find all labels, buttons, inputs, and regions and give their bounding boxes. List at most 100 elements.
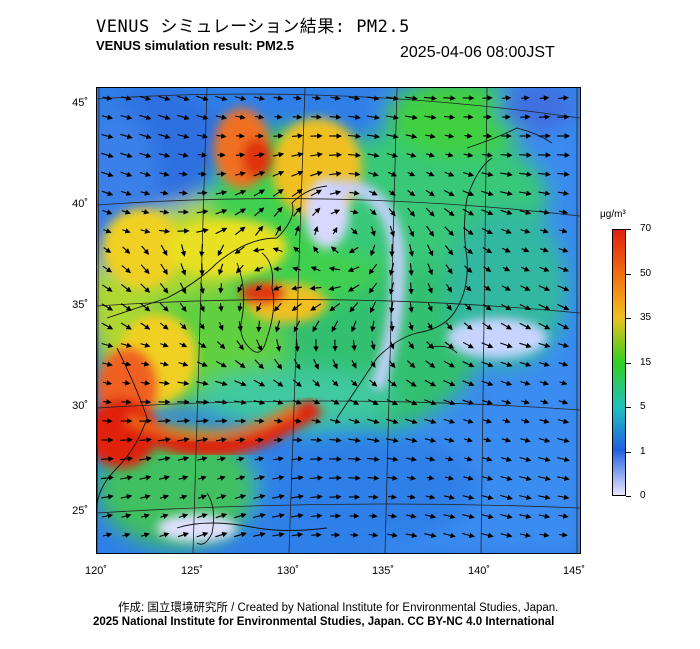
wind-arrow-icon bbox=[539, 380, 550, 386]
wind-arrow-icon bbox=[158, 418, 171, 424]
wind-arrow-icon bbox=[519, 494, 532, 501]
wind-arrow-icon bbox=[312, 207, 321, 216]
wind-arrow-icon bbox=[102, 361, 113, 367]
wind-arrow-icon bbox=[291, 456, 304, 462]
wind-arrow-icon bbox=[425, 494, 436, 500]
wind-arrow-icon bbox=[370, 340, 376, 351]
wind-arrow-icon bbox=[139, 475, 152, 481]
wind-arrow-icon bbox=[292, 379, 302, 387]
wind-arrow-icon bbox=[103, 247, 112, 254]
wind-arrow-icon bbox=[197, 152, 208, 158]
wind-arrow-icon bbox=[159, 171, 170, 177]
wind-arrow-icon bbox=[141, 209, 150, 215]
wind-arrow-icon bbox=[215, 114, 228, 120]
wind-arrow-icon bbox=[120, 475, 133, 481]
wind-arrow-icon bbox=[520, 380, 531, 386]
wind-arrow-icon bbox=[387, 171, 398, 177]
wind-arrow-icon bbox=[180, 263, 187, 276]
wind-arrow-icon bbox=[329, 171, 342, 177]
colorbar-unit: μg/m³ bbox=[600, 209, 626, 220]
wind-arrow-icon bbox=[406, 456, 417, 462]
wind-arrow-icon bbox=[121, 513, 132, 519]
wind-arrow-icon bbox=[101, 342, 114, 348]
wind-arrow-icon bbox=[463, 475, 474, 481]
wind-arrow-icon bbox=[519, 190, 532, 196]
wind-arrow-icon bbox=[408, 263, 414, 276]
wind-arrow-icon bbox=[196, 95, 209, 102]
wind-arrow-icon bbox=[291, 285, 302, 291]
wind-arrow-icon bbox=[101, 284, 113, 292]
wind-arrow-icon bbox=[462, 494, 475, 500]
wind-arrow-icon bbox=[405, 133, 418, 139]
wind-arrow-icon bbox=[370, 244, 376, 257]
wind-arrow-icon bbox=[539, 532, 550, 538]
wind-arrow-icon bbox=[309, 285, 322, 291]
wind-arrow-icon bbox=[160, 342, 169, 348]
coastlines bbox=[97, 127, 553, 545]
wind-arrow-icon bbox=[215, 208, 228, 215]
wind-arrow-icon bbox=[462, 171, 475, 177]
wind-arrow-icon bbox=[272, 188, 284, 197]
wind-arrow-icon bbox=[482, 322, 493, 330]
wind-arrow-icon bbox=[501, 247, 511, 253]
wind-arrow-icon bbox=[463, 246, 474, 255]
wind-arrow-icon bbox=[102, 532, 113, 538]
wind-arrow-icon bbox=[215, 360, 227, 368]
wind-arrow-icon bbox=[558, 399, 569, 405]
wind-arrow-icon bbox=[215, 380, 228, 387]
latitude-label-45: 45˚ bbox=[72, 97, 88, 109]
wind-arrow-icon bbox=[179, 190, 188, 196]
wind-arrow-icon bbox=[120, 322, 132, 330]
wind-arrow-icon bbox=[120, 494, 133, 500]
wind-arrow-icon bbox=[198, 475, 207, 481]
colorbar-tick-mark bbox=[626, 496, 631, 497]
wind-arrow-icon bbox=[463, 152, 474, 158]
wind-arrow-icon bbox=[253, 494, 266, 500]
wind-arrow-icon bbox=[332, 359, 338, 370]
wind-arrow-icon bbox=[444, 475, 455, 481]
wind-arrow-icon bbox=[310, 437, 323, 443]
wind-arrow-icon bbox=[426, 171, 435, 177]
wind-arrow-icon bbox=[424, 437, 437, 443]
wind-arrow-icon bbox=[218, 263, 224, 276]
wind-arrow-icon bbox=[443, 95, 456, 101]
wind-arrow-icon bbox=[177, 95, 190, 102]
wind-arrow-icon bbox=[215, 227, 228, 235]
latitude-label-35: 35˚ bbox=[72, 299, 88, 311]
wind-arrow-icon bbox=[367, 418, 380, 425]
map-title-english: VENUS simulation result: PM2.5 bbox=[96, 38, 294, 53]
wind-arrow-icon bbox=[424, 399, 437, 406]
wind-arrow-icon bbox=[538, 456, 551, 463]
wind-arrow-icon bbox=[538, 475, 551, 482]
wind-arrow-icon bbox=[253, 512, 266, 519]
wind-arrow-icon bbox=[256, 320, 262, 333]
wind-arrow-icon bbox=[253, 475, 266, 481]
wind-arrow-icon bbox=[424, 114, 437, 120]
wind-arrow-icon bbox=[370, 320, 376, 333]
wind-arrow-icon bbox=[313, 359, 319, 370]
wind-arrow-icon bbox=[368, 494, 379, 500]
wind-arrow-icon bbox=[405, 114, 418, 120]
wind-arrow-icon bbox=[331, 380, 339, 387]
wind-arrow-icon bbox=[272, 532, 285, 538]
wind-arrow-icon bbox=[122, 228, 131, 234]
wind-arrow-icon bbox=[464, 456, 473, 462]
wind-arrow-icon bbox=[408, 244, 415, 257]
wind-arrow-icon bbox=[234, 494, 247, 500]
wind-arrow-icon bbox=[557, 456, 570, 463]
wind-arrow-icon bbox=[139, 437, 152, 443]
wind-arrow-icon bbox=[140, 283, 151, 293]
wind-arrow-icon bbox=[482, 418, 493, 424]
wind-arrow-icon bbox=[519, 532, 531, 538]
wind-arrow-icon bbox=[234, 246, 245, 254]
wind-arrow-icon bbox=[101, 456, 114, 462]
wind-arrow-icon bbox=[481, 209, 494, 216]
wind-arrow-icon bbox=[255, 437, 264, 443]
wind-arrow-icon bbox=[103, 399, 112, 405]
wind-arrow-icon bbox=[139, 152, 152, 159]
wind-arrow-icon bbox=[538, 494, 551, 500]
wind-arrow-icon bbox=[254, 456, 265, 462]
wind-arrow-icon bbox=[388, 282, 395, 295]
wind-arrow-icon bbox=[444, 189, 455, 197]
wind-arrow-icon bbox=[101, 190, 114, 196]
